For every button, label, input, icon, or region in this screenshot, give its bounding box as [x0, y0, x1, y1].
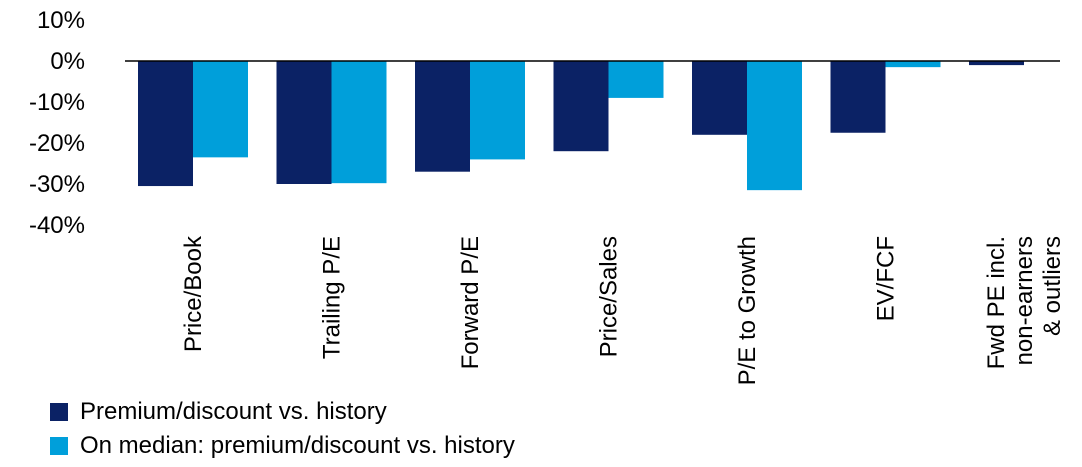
legend-item-premium-discount: Premium/discount vs. history: [50, 395, 515, 429]
category-labels: Price/Book Trailing P/E Forward P/E Price/S…: [180, 235, 1066, 385]
bar-series-1: [415, 61, 470, 172]
bar-series-1: [692, 61, 747, 135]
y-tick-label: 0%: [50, 48, 85, 75]
bar-series-2: [747, 61, 802, 191]
bar-series-2: [331, 61, 387, 184]
category-label: & outliers: [1039, 236, 1066, 336]
bar-series-2: [193, 61, 248, 158]
bar-series-1: [830, 61, 886, 133]
y-tick-label: -30%: [29, 171, 85, 198]
legend-item-median-premium-discount: On median: premium/discount vs. history: [50, 429, 515, 463]
bar-series-2: [608, 61, 664, 98]
category-label: Fwd PE incl.: [983, 236, 1010, 369]
category-label: Price/Book: [180, 235, 207, 352]
category-label: Price/Sales: [596, 236, 623, 357]
y-tick-label: -20%: [29, 130, 85, 157]
legend-label-premium-discount: Premium/discount vs. history: [80, 398, 387, 425]
bar-series-2: [885, 61, 941, 68]
y-axis-ticks: 10% 0% -10% -20% -30% -40%: [29, 7, 85, 239]
category-label: Trailing P/E: [319, 236, 346, 359]
bar-series-1: [553, 61, 609, 152]
bar-series-1: [138, 61, 193, 187]
category-label: Forward P/E: [457, 236, 484, 369]
category-label: EV/FCF: [873, 236, 900, 321]
legend-label-median-premium-discount: On median: premium/discount vs. history: [80, 432, 515, 459]
legend-swatch-median-premium-discount: [50, 437, 68, 455]
category-label: non-earners: [1011, 236, 1038, 365]
bars: [138, 61, 1024, 191]
bar-chart: 10% 0% -10% -20% -30% -40% Price/Book Trailing…: [29, 7, 1066, 385]
y-tick-label: -10%: [29, 89, 85, 116]
bar-series-1: [276, 61, 332, 184]
category-label: P/E to Growth: [734, 236, 761, 385]
y-tick-label: 10%: [37, 7, 85, 34]
bar-series-2: [470, 61, 525, 160]
legend: Premium/discount vs. history On median: …: [50, 395, 515, 463]
bar-series-1: [969, 61, 1024, 66]
y-tick-label: -40%: [29, 212, 85, 239]
legend-swatch-premium-discount: [50, 403, 68, 421]
